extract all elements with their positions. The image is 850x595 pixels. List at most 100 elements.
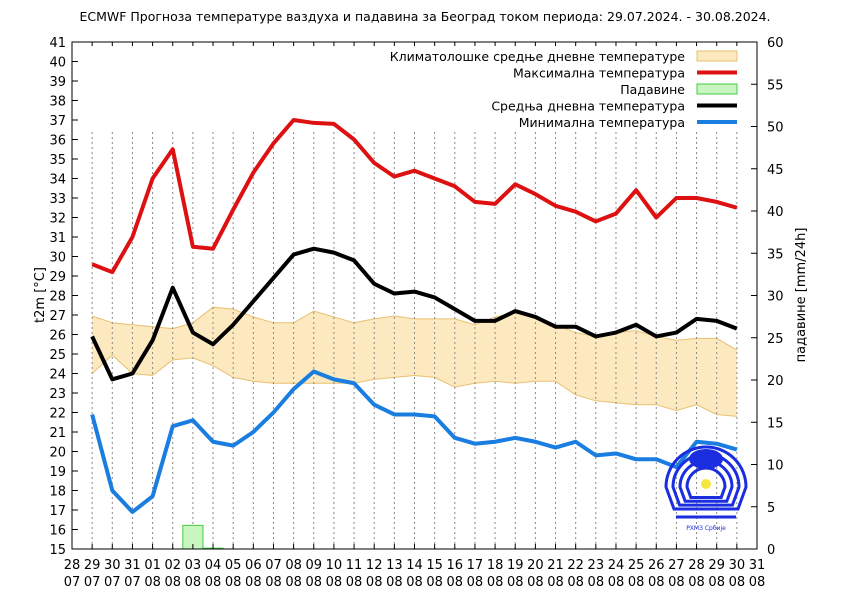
y-tick-label: 28 [49,290,66,305]
x-tick-day: 03 [185,558,202,573]
x-tick-month: 08 [668,575,685,590]
y-tick-label: 36 [49,134,66,149]
x-tick-month: 08 [245,575,262,590]
x-tick-day: 28 [64,558,81,573]
y-tick-label: 30 [49,251,66,266]
y-tick-label: 41 [49,36,66,51]
x-tick-month: 08 [708,575,725,590]
x-tick-month: 08 [688,575,705,590]
x-tick-day: 29 [708,558,725,573]
x-tick-month: 08 [144,575,161,590]
y2-tick-label: 40 [767,205,784,220]
x-tick-month: 08 [628,575,645,590]
x-tick-day: 30 [729,558,746,573]
x-tick-month: 08 [608,575,625,590]
y-tick-label: 27 [49,309,66,324]
x-tick-month: 08 [285,575,302,590]
x-tick-day: 01 [144,558,161,573]
x-tick-month: 08 [386,575,403,590]
y-axis-label: t2m [°C] [33,267,48,323]
x-tick-month: 08 [305,575,322,590]
y-tick-label: 31 [49,231,66,246]
y-tick-label: 16 [49,524,66,539]
x-tick-day: 30 [104,558,121,573]
y-tick-label: 38 [49,95,66,110]
y-tick-label: 15 [49,543,66,558]
x-tick-day: 18 [487,558,504,573]
logo-ring [685,466,727,499]
x-tick-day: 04 [205,558,222,573]
x-tick-day: 20 [527,558,544,573]
x-tick-month: 08 [547,575,564,590]
x-tick-day: 14 [406,558,423,573]
x-tick-month: 08 [366,575,383,590]
y2-tick-label: 15 [767,416,784,431]
x-tick-month: 08 [265,575,282,590]
x-tick-month: 07 [84,575,101,590]
y-tick-label: 39 [49,75,66,90]
x-tick-day: 19 [507,558,524,573]
y2-tick-label: 5 [767,501,775,516]
x-tick-day: 10 [326,558,343,573]
y-tick-label: 18 [49,485,66,500]
logo-ring [664,445,748,511]
y2-tick-label: 30 [767,290,784,305]
sun-icon [701,479,711,489]
legend-label: Климатолошке средње дневне температуре [390,49,686,64]
y2-tick-label: 35 [767,247,784,262]
climatology-lower-edge [91,354,737,417]
x-tick-month: 08 [225,575,242,590]
x-tick-month: 08 [185,575,202,590]
x-tick-day: 17 [467,558,484,573]
x-tick-month: 08 [467,575,484,590]
x-tick-month: 08 [729,575,746,590]
x-tick-day: 31 [749,558,766,573]
y-tick-label: 21 [49,426,66,441]
x-tick-day: 02 [164,558,181,573]
y-tick-label: 17 [49,504,66,519]
y2-tick-label: 20 [767,374,784,389]
x-tick-month: 08 [326,575,343,590]
y2-axis-label: падавине [mm/24h] [794,228,809,363]
x-tick-day: 11 [346,558,363,573]
y2-tick-label: 60 [767,36,784,51]
y2-tick-label: 25 [767,332,784,347]
y-tick-label: 23 [49,387,66,402]
x-tick-day: 08 [285,558,302,573]
x-tick-month: 08 [164,575,181,590]
legend-label: Максимална температура [513,66,685,81]
x-tick-month: 07 [124,575,141,590]
chart-title: ECMWF Прогноза температуре ваздуха и пад… [79,9,770,24]
x-tick-day: 06 [245,558,262,573]
x-tick-month: 08 [749,575,766,590]
x-tick-day: 22 [567,558,584,573]
legend: Климатолошке средње дневне температуре Ма… [390,49,738,130]
x-tick-month: 08 [205,575,222,590]
x-tick-day: 16 [447,558,464,573]
x-tick-day: 29 [84,558,101,573]
legend-label: Падавине [620,82,685,97]
series-lines [90,118,738,514]
x-tick-month: 08 [588,575,605,590]
y-tick-label: 40 [49,56,66,71]
x-tick-month: 07 [104,575,121,590]
x-tick-day: 26 [648,558,665,573]
logo-cloud [689,449,723,469]
climatology-area [92,307,737,417]
y-tick-label: 20 [49,446,66,461]
y-tick-label: 24 [49,368,66,383]
axes: 1516171819202122232425262728293031323334… [49,36,783,590]
y-tick-label: 32 [49,212,66,227]
y-tick-label: 26 [49,329,66,344]
legend-label: Минимална температура [519,115,685,130]
series-line [90,246,738,382]
y2-tick-label: 45 [767,163,784,178]
y2-tick-label: 50 [767,121,784,136]
y-tick-label: 19 [49,465,66,480]
x-tick-day: 27 [668,558,685,573]
x-tick-day: 28 [688,558,705,573]
y2-tick-label: 55 [767,78,784,93]
x-tick-day: 23 [588,558,605,573]
y-tick-label: 37 [49,114,66,129]
x-tick-month: 08 [487,575,504,590]
